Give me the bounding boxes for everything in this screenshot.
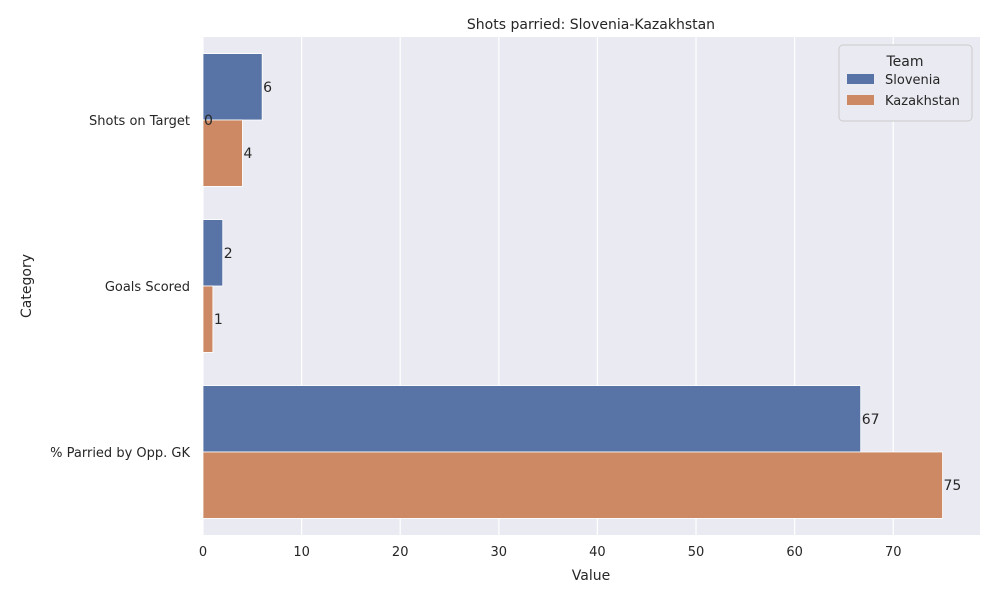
y-axis-label: Category — [19, 254, 35, 318]
y-tick-label: Shots on Target — [89, 114, 190, 129]
bar — [202, 451, 943, 519]
bar — [202, 385, 862, 453]
y-tick-label: % Parried by Opp. GK — [50, 446, 190, 461]
bar-labels: 6 4 2 1 67 75 — [214, 80, 961, 494]
bar-label: 67 — [862, 412, 880, 428]
x-tick-label: 30 — [491, 545, 508, 560]
x-tick-label: 60 — [786, 545, 803, 560]
y-tick-label: Goals Scored — [105, 280, 190, 295]
x-tick-label: 50 — [688, 545, 705, 560]
bar — [202, 285, 214, 353]
annotation-label: 0 — [204, 113, 213, 129]
legend-title: Team — [885, 54, 923, 70]
x-tick-label: 70 — [885, 545, 902, 560]
y-tick-labels: Shots on Target Goals Scored % Parried by … — [50, 114, 190, 461]
annotations: 0 — [204, 113, 213, 129]
legend-items: Slovenia Kazakhstan — [847, 73, 960, 109]
legend-label: Kazakhstan — [885, 94, 960, 109]
chart-title: Shots parried: Slovenia-Kazakhstan — [467, 17, 715, 33]
legend-swatch — [847, 95, 874, 105]
bar-label: 6 — [263, 80, 272, 96]
bar-label: 1 — [214, 312, 223, 328]
bar-label: 4 — [243, 146, 252, 162]
x-tick-label: 10 — [293, 545, 310, 560]
legend-swatch — [847, 74, 874, 84]
x-tick-label: 20 — [392, 545, 409, 560]
x-tick-label: 0 — [199, 545, 207, 560]
bar-label: 2 — [224, 246, 233, 262]
bars — [202, 53, 943, 519]
bar — [202, 119, 243, 187]
bar — [202, 53, 263, 121]
legend: Team Slovenia Kazakhstan — [838, 44, 973, 122]
x-tick-labels: 0 10 20 30 40 50 60 70 — [199, 545, 902, 560]
x-axis-label: Value — [572, 568, 610, 584]
legend-label: Slovenia — [885, 73, 940, 88]
x-tick-label: 40 — [589, 545, 606, 560]
bar — [202, 219, 224, 287]
bar-label: 75 — [944, 478, 962, 494]
